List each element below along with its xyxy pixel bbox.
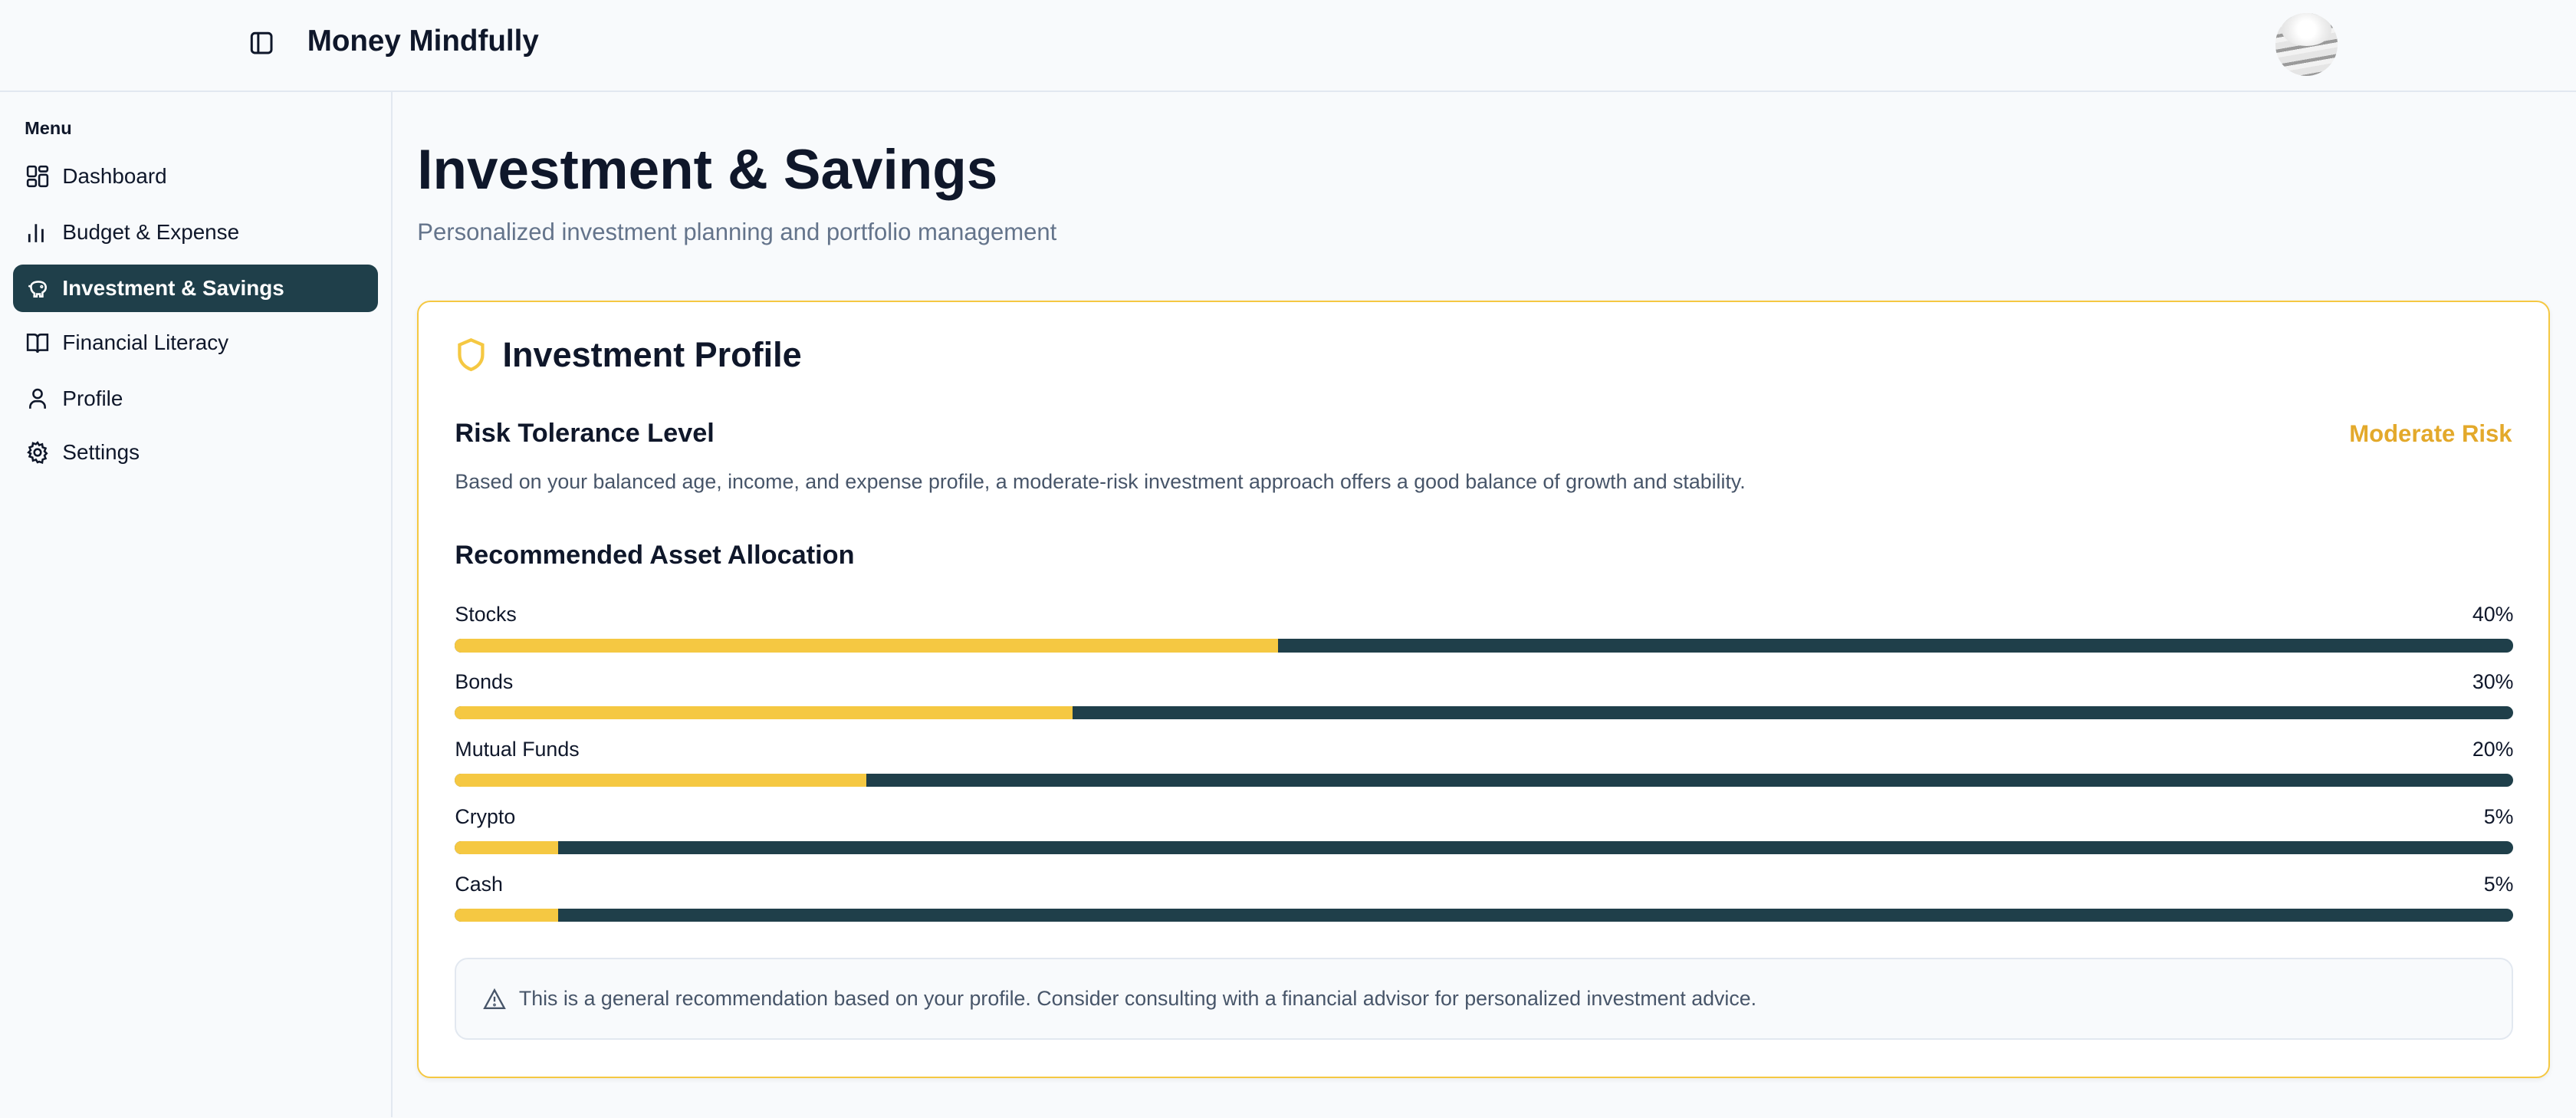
shield-icon bbox=[458, 338, 485, 372]
allocation-percent: 40% bbox=[2472, 603, 2514, 626]
piggy-bank-icon bbox=[28, 281, 48, 298]
sidebar-item-budget-expense[interactable]: Budget & Expense bbox=[13, 209, 378, 256]
sidebar-item-label: Dashboard bbox=[62, 164, 167, 189]
dashboard-icon bbox=[27, 166, 49, 188]
allocation-progress-bar bbox=[455, 706, 2514, 720]
allocation-progress-fill bbox=[455, 639, 1279, 653]
card-heading: Investment Profile bbox=[455, 334, 802, 375]
allocation-label: Bonds bbox=[455, 670, 514, 694]
allocation-percent: 5% bbox=[2483, 804, 2514, 828]
allocation-percent: 20% bbox=[2472, 737, 2514, 761]
sidebar-item-label: Budget & Expense bbox=[62, 220, 240, 245]
sidebar-item-label: Investment & Savings bbox=[62, 276, 284, 301]
bar-chart-icon bbox=[28, 224, 44, 243]
risk-tolerance-title: Risk Tolerance Level bbox=[455, 419, 715, 449]
sidebar-item-dashboard[interactable]: Dashboard bbox=[13, 153, 378, 200]
allocation-label: Crypto bbox=[455, 804, 516, 828]
risk-level-badge: Moderate Risk bbox=[2349, 420, 2512, 448]
allocation-progress-fill bbox=[455, 908, 558, 922]
warning-icon bbox=[482, 988, 506, 1009]
card-title: Investment Profile bbox=[502, 334, 802, 374]
allocation-percent: 5% bbox=[2483, 872, 2514, 896]
allocation-progress-bar bbox=[455, 639, 2514, 653]
top-header: Money Mindfully bbox=[0, 0, 2576, 92]
allocation-progress-fill bbox=[455, 706, 1073, 720]
allocation-progress-fill bbox=[455, 840, 558, 855]
investment-profile-card: Investment Profile Risk Tolerance Level … bbox=[417, 301, 2550, 1078]
allocation-title: Recommended Asset Allocation bbox=[455, 540, 855, 570]
allocation-progress-bar bbox=[455, 840, 2514, 855]
sidebar-item-label: Profile bbox=[62, 386, 123, 410]
risk-description: Based on your balanced age, income, and … bbox=[455, 469, 1746, 493]
book-icon bbox=[27, 333, 49, 353]
sidebar-item-label: Settings bbox=[62, 440, 140, 465]
page-subtitle: Personalized investment planning and por… bbox=[417, 219, 1057, 245]
app-title: Money Mindfully bbox=[307, 25, 539, 58]
sidebar-item-investment-savings[interactable]: Investment & Savings bbox=[13, 265, 378, 313]
allocation-progress-fill bbox=[455, 774, 867, 788]
sidebar-item-settings[interactable]: Settings bbox=[13, 429, 378, 476]
allocation-label: Cash bbox=[455, 872, 503, 896]
allocation-progress-bar bbox=[455, 908, 2514, 922]
allocation-progress-bar bbox=[455, 774, 2514, 788]
sidebar-item-profile[interactable]: Profile bbox=[13, 375, 378, 423]
page-title: Investment & Savings bbox=[417, 139, 998, 201]
gear-icon bbox=[27, 441, 48, 465]
sidebar: Menu Dashboard Budget & Expense Investme… bbox=[0, 92, 393, 1118]
allocation-label: Stocks bbox=[455, 603, 517, 626]
sidebar-item-financial-literacy[interactable]: Financial Literacy bbox=[13, 319, 378, 367]
allocation-row: Mutual Funds 20% bbox=[455, 737, 2514, 791]
user-icon bbox=[29, 388, 47, 409]
disclaimer-text: This is a general recommendation based o… bbox=[518, 987, 1757, 1011]
avatar[interactable] bbox=[2275, 13, 2338, 76]
allocation-row: Stocks 40% bbox=[455, 603, 2514, 656]
allocation-row: Cash 5% bbox=[455, 872, 2514, 926]
allocation-label: Mutual Funds bbox=[455, 737, 580, 761]
sidebar-item-label: Financial Literacy bbox=[62, 330, 229, 354]
allocation-row: Bonds 30% bbox=[455, 670, 2514, 723]
menu-label: Menu bbox=[25, 118, 72, 139]
allocation-row: Crypto 5% bbox=[455, 804, 2514, 858]
allocation-percent: 30% bbox=[2472, 670, 2514, 694]
disclaimer-alert: This is a general recommendation based o… bbox=[455, 958, 2514, 1041]
sidebar-toggle-icon[interactable] bbox=[248, 30, 274, 56]
